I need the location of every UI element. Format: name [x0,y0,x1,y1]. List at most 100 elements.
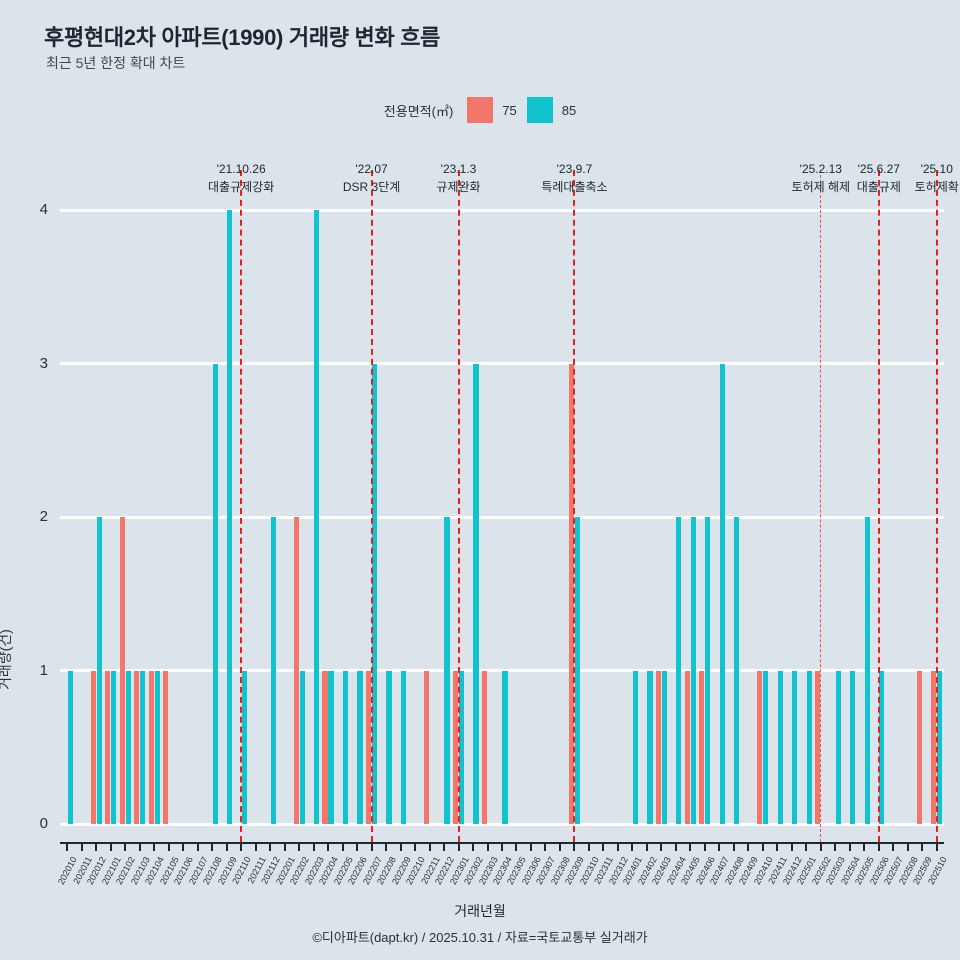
x-tick [660,842,663,851]
x-tick [457,842,460,851]
bar[interactable] [212,363,218,824]
bar[interactable] [386,670,392,824]
x-tick [240,842,243,851]
bar[interactable] [96,517,102,824]
x-tick [674,842,677,851]
bar[interactable] [835,670,841,824]
bar[interactable] [452,670,459,824]
bar[interactable] [140,670,146,824]
event-marker-line [819,170,821,842]
bar[interactable] [371,363,378,824]
bar[interactable] [864,517,870,824]
x-tick [443,842,446,851]
x-tick [529,842,532,851]
legend-item-85[interactable]: 85 [526,97,576,123]
chart-footer: ©디아파트(dapt.kr) / 2025.10.31 / 자료=국토교통부 실… [312,930,648,945]
bar[interactable] [342,670,349,824]
bar[interactable] [90,670,96,824]
bar[interactable] [400,670,407,824]
bar[interactable] [879,670,885,824]
event-marker-line [457,170,460,842]
bar[interactable] [125,670,131,824]
bar[interactable] [444,517,450,824]
bar[interactable] [676,517,682,824]
event-name: 대출규제강화 [208,180,275,194]
bar[interactable] [148,670,154,824]
bar[interactable] [806,670,812,824]
event-marker-line [877,170,880,842]
bar[interactable] [757,670,763,824]
bar[interactable] [154,670,160,824]
bar[interactable] [690,517,696,824]
x-tick [645,842,648,851]
bar[interactable] [105,670,111,824]
bar[interactable] [661,670,667,824]
page-subtitle: 최근 5년 한정 확대 차트 [46,55,186,71]
x-tick [414,842,417,851]
bar[interactable] [111,670,117,824]
x-tick [819,842,822,851]
bar[interactable] [458,670,465,824]
bar[interactable] [655,670,661,824]
bar[interactable] [67,670,73,824]
x-tick [761,842,764,851]
bar[interactable] [931,670,937,824]
bar[interactable] [699,670,705,824]
bar[interactable] [734,517,740,824]
x-tick [732,842,735,851]
event-annotation: '23.9.7 특례대출축소 [541,160,607,196]
bar[interactable] [719,363,725,824]
bar[interactable] [270,517,276,824]
x-tick [877,842,880,851]
bar[interactable] [365,670,372,824]
x-tick [834,842,837,851]
bar[interactable] [502,670,508,824]
bar[interactable] [119,517,125,824]
x-tick [921,842,924,851]
event-date: '25.6.27 [857,162,900,176]
gridline-3 [60,362,944,365]
event-annotation: '25.2.13 토허제 해제 [792,160,851,196]
event-annotation: '21.10.26 대출규제강화 [208,160,274,196]
bar[interactable] [241,670,247,824]
bar[interactable] [632,670,638,824]
legend-title: 전용면적(㎡) [383,103,454,119]
gridline-4 [60,208,944,212]
x-tick [486,842,489,851]
bar[interactable] [357,670,363,824]
y-axis-label: 거래량(건) [0,629,13,690]
bar[interactable] [293,517,299,824]
bar[interactable] [850,670,856,824]
y-tick-label: 2 [39,508,48,525]
bar[interactable] [322,670,328,824]
bar[interactable] [705,517,711,824]
event-date: '25.2.13 [799,162,842,176]
chart-legend: 전용면적(㎡) 75 85 [0,97,960,123]
bar[interactable] [568,363,575,824]
x-tick [95,842,98,851]
bar[interactable] [574,517,581,824]
bar[interactable] [684,670,690,824]
bar[interactable] [227,210,233,824]
event-name: 규제완화 [436,180,481,194]
bar[interactable] [792,670,798,824]
bar[interactable] [163,670,169,824]
bar[interactable] [134,670,140,824]
bar[interactable] [299,670,305,824]
bar[interactable] [815,670,821,824]
x-tick [515,842,518,851]
legend-swatch-75 [467,97,494,123]
bar[interactable] [423,670,430,824]
legend-item-75[interactable]: 75 [467,97,517,123]
bar[interactable] [937,670,943,824]
bar[interactable] [647,670,653,824]
x-tick [587,842,590,851]
bar[interactable] [763,670,769,824]
bar[interactable] [916,670,922,824]
x-tick [863,842,866,851]
bar[interactable] [473,363,479,824]
bar[interactable] [777,670,783,824]
bar[interactable] [481,670,488,824]
bar[interactable] [328,670,334,824]
bar[interactable] [314,210,320,824]
